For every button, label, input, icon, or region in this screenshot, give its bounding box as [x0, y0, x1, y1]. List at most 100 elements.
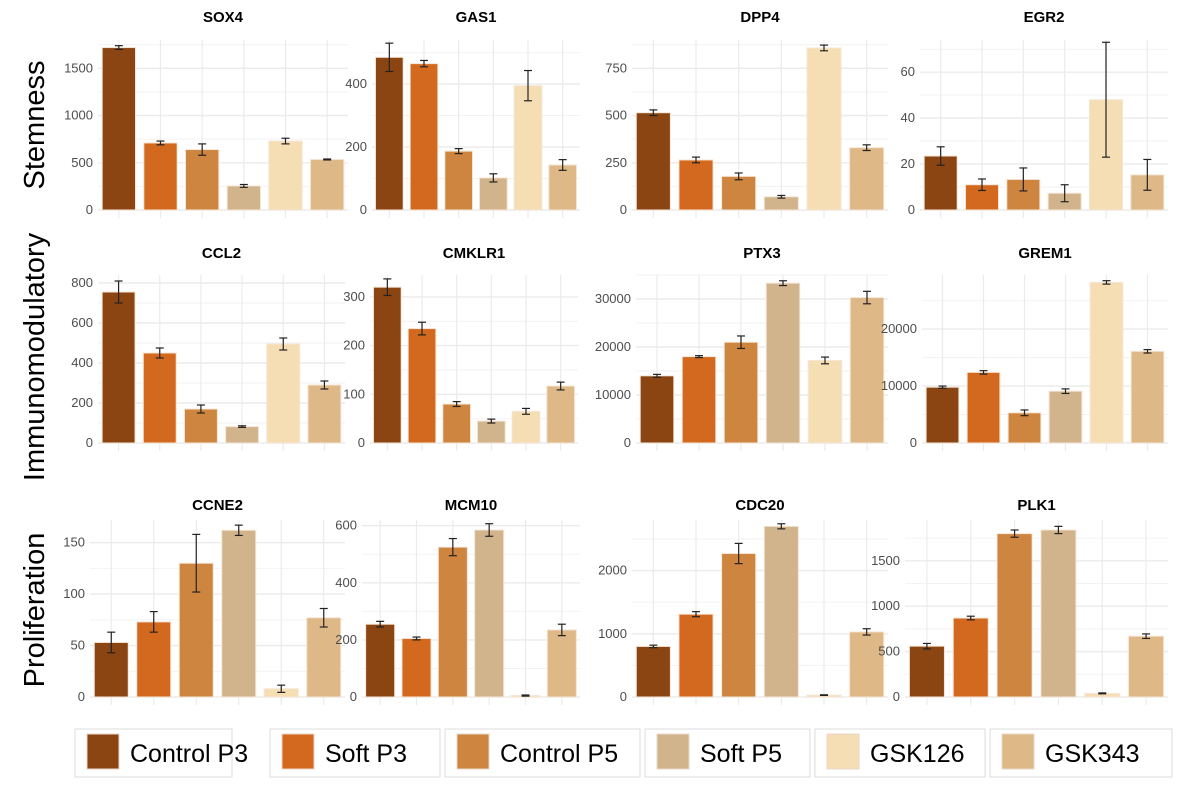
panel-title: DPP4: [740, 9, 780, 26]
bar-soft-p5: [478, 177, 508, 211]
y-tick-label: 600: [71, 315, 93, 330]
bar-control-p5: [1007, 412, 1042, 444]
y-tick-label: 0: [350, 689, 357, 704]
bar-gsk126: [1089, 281, 1124, 444]
y-tick-label: 10000: [595, 387, 631, 402]
bar-soft-p5: [1048, 390, 1083, 444]
legend-swatch: [1001, 733, 1035, 770]
y-tick-label: 200: [335, 632, 357, 647]
y-tick-label: 0: [358, 435, 365, 450]
y-tick-label: 400: [71, 355, 93, 370]
bar-gsk126: [266, 343, 301, 444]
legend-swatch: [826, 733, 860, 770]
bar-gsk126: [806, 47, 842, 211]
y-tick-label: 300: [343, 289, 365, 304]
bar-control-p3: [908, 645, 945, 698]
y-tick-label: 600: [335, 518, 357, 533]
bar-gsk126: [513, 85, 543, 211]
panel-title: CCNE2: [192, 497, 243, 514]
panel-cmklr1: 0 100 200 300 CMKLR1: [343, 245, 578, 451]
bar-control-p5: [723, 341, 759, 444]
y-tick-label: 0: [86, 202, 93, 217]
y-tick-label: 1000: [64, 108, 93, 123]
y-tick-label: 100: [343, 386, 365, 401]
y-tick-label: 0: [620, 202, 627, 217]
bar-gsk343: [546, 629, 577, 698]
bar-soft-p3: [966, 371, 1001, 444]
bar-soft-p5: [763, 196, 799, 211]
bar-control-p5: [996, 533, 1033, 698]
legend-item-gsk126: GSK126: [814, 728, 986, 778]
y-tick-label: 0: [893, 689, 900, 704]
bar-control-p3: [635, 112, 671, 211]
bar-control-p5: [437, 546, 468, 698]
legend-swatch: [86, 733, 120, 770]
bar-gsk343: [1130, 350, 1165, 444]
y-tick-label: 500: [605, 108, 627, 123]
bar-soft-p3: [409, 63, 439, 211]
y-tick-label: 400: [335, 575, 357, 590]
y-tick-label: 200: [345, 139, 367, 154]
bar-gsk343: [310, 158, 345, 211]
panel-title: PLK1: [1017, 497, 1055, 514]
panel-ccl2: 0 200 400 600 800 CCL2: [71, 245, 345, 451]
panel-ccne2: 0 50 100 150 CCNE2: [63, 497, 345, 705]
y-tick-label: 200: [343, 338, 365, 353]
panel-title: SOX4: [203, 9, 244, 26]
y-tick-label: 500: [878, 644, 900, 659]
bar-soft-p3: [142, 352, 177, 444]
bar-soft-p5: [226, 185, 262, 211]
legend-label: Control P3: [130, 740, 248, 768]
bar-gsk343: [306, 617, 342, 698]
panel-egr2: 0 20 40 60 EGR2: [901, 9, 1168, 218]
bar-soft-p5: [765, 282, 801, 444]
panel-ptx3: 0 10000 20000 30000 PTX3: [595, 245, 888, 451]
bar-soft-p3: [401, 637, 432, 698]
bar-gsk126: [268, 140, 303, 211]
legend-label: Soft P3: [325, 740, 407, 768]
bar-gsk343: [307, 384, 342, 444]
panel-title: GREM1: [1018, 245, 1071, 262]
panel-grem1: 0 10000 20000 GREM1: [881, 245, 1168, 451]
bar-soft-p5: [1040, 529, 1077, 698]
y-tick-label: 0: [908, 202, 915, 217]
y-tick-label: 1000: [598, 626, 627, 641]
y-tick-label: 250: [605, 155, 627, 170]
bar-soft-p5: [225, 426, 260, 444]
bar-control-p5: [185, 149, 220, 211]
y-tick-label: 1000: [871, 598, 900, 613]
bar-soft-p3: [143, 142, 178, 211]
bar-control-p3: [925, 386, 960, 444]
bar-soft-p5: [763, 525, 799, 698]
bar-control-p5: [721, 175, 757, 211]
bar-control-p5: [444, 150, 474, 211]
y-tick-label: 100: [63, 586, 85, 601]
legend-item-control-p5: Control P5: [444, 728, 641, 778]
row-label: Immunomodulatory: [19, 232, 51, 481]
row-proliferation: Proliferation 0 50 100 150 CCNE2 0 200 400 600 MCM…: [19, 497, 1168, 705]
y-tick-label: 60: [901, 64, 915, 79]
row-label: Stemness: [19, 61, 51, 190]
bar-gsk343: [849, 297, 885, 444]
panel-title: EGR2: [1024, 9, 1065, 26]
row-immunomodulatory: Immunomodulatory 0 200 400 600 800 CCL2 0 100 200…: [19, 232, 1168, 481]
y-tick-label: 0: [78, 689, 85, 704]
bar-control-p5: [721, 553, 757, 698]
bar-control-p3: [635, 645, 671, 698]
y-tick-label: 200: [71, 395, 93, 410]
y-tick-label: 0: [360, 202, 367, 217]
legend-label: GSK343: [1045, 740, 1140, 768]
bar-gsk343: [1128, 635, 1165, 698]
row-stemness: Stemness050010001500SOX40200400GAS102505…: [19, 9, 1168, 218]
y-tick-label: 1500: [64, 60, 93, 75]
legend-label: GSK126: [870, 740, 965, 768]
legend-item-soft-p5: Soft P5: [644, 728, 811, 778]
bar-soft-p3: [952, 617, 989, 698]
legend-swatch: [281, 733, 315, 770]
bar-soft-p3: [681, 356, 717, 444]
bar-control-p5: [442, 403, 472, 444]
panel-cdc20: 0 1000 2000 CDC20: [598, 497, 888, 705]
y-tick-label: 20000: [881, 321, 917, 336]
y-tick-label: 0: [86, 435, 93, 450]
